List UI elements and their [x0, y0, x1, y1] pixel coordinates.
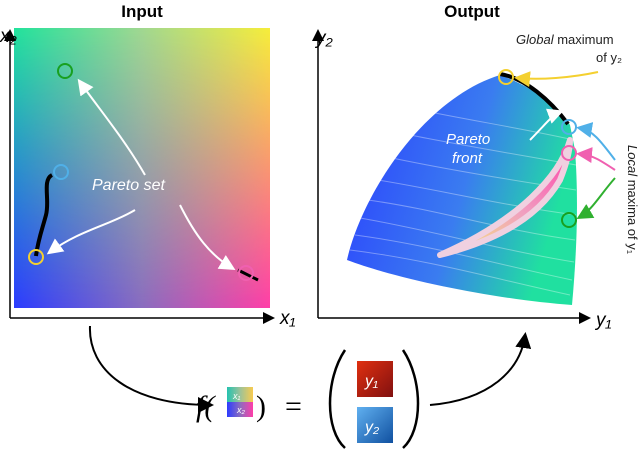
local-note: Local maxima of y₁	[625, 145, 640, 255]
paren-left	[328, 349, 347, 449]
arrow	[576, 122, 616, 161]
paren-right	[401, 349, 420, 449]
function-close: )	[256, 390, 266, 423]
x1-label: x₁	[279, 308, 296, 329]
x2-label: x₂	[0, 26, 18, 47]
input-square-label: x₁	[232, 391, 241, 401]
pareto-front-surface	[437, 137, 573, 258]
circle-yellow	[498, 69, 514, 85]
arrow	[88, 325, 214, 413]
pareto-set-piece	[237, 268, 259, 282]
circle-green	[57, 63, 73, 79]
arrow	[576, 177, 616, 220]
pareto-front-label: Pareto	[446, 131, 490, 148]
arrow	[529, 108, 564, 141]
global-rest: maximum	[554, 32, 614, 47]
circle-pink	[561, 145, 577, 161]
global-emphasis: Global	[516, 32, 555, 47]
equation: f( x₁ x₂ ) = y₁ y₂	[88, 325, 532, 449]
arrow	[77, 78, 146, 176]
pareto-set	[34, 173, 54, 257]
circle-pink	[238, 265, 254, 281]
local-emphasis: Local	[625, 145, 640, 177]
arrow	[576, 147, 616, 171]
y2-label: y₂	[314, 28, 334, 49]
output-surface	[347, 75, 577, 305]
y1-square	[357, 361, 393, 397]
arrow	[46, 209, 136, 255]
output-panel: y₂ y₁ Pareto front Global maximum of y₂ …	[312, 28, 640, 331]
circle-yellow	[28, 249, 44, 265]
equals: =	[285, 390, 302, 423]
circle-green	[561, 212, 577, 228]
arrow	[179, 204, 236, 271]
surface-stripes	[349, 111, 577, 296]
function: f(	[196, 390, 216, 423]
local-rest: maxima of y₁	[625, 176, 640, 255]
output-title: Output	[444, 2, 500, 21]
pareto-set-label: Pareto set	[92, 177, 165, 194]
pareto-front-label: front	[452, 150, 483, 167]
input-square-top	[227, 387, 253, 402]
y1-label: y₁	[594, 310, 612, 331]
y2-square-label: y₂	[364, 419, 379, 436]
input-panel: x₂ x₁ Pareto set	[0, 26, 296, 329]
y2-square	[357, 407, 393, 443]
global-note: Global maximum	[516, 32, 614, 47]
circle-blue	[561, 119, 577, 135]
circle-blue	[53, 164, 69, 180]
arrow	[514, 71, 599, 88]
input-square-label: x₂	[236, 405, 246, 415]
y1-square-label: y₁	[364, 373, 378, 390]
arrow	[429, 332, 532, 406]
global-note-line2: of y₂	[596, 50, 622, 65]
input-title: Input	[121, 2, 163, 21]
